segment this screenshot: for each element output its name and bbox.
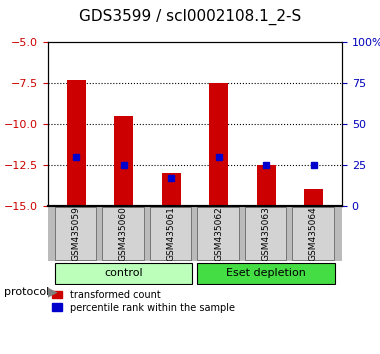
Bar <box>256 165 276 206</box>
Text: GSM435059: GSM435059 <box>71 206 81 261</box>
Text: protocol: protocol <box>4 287 49 297</box>
FancyBboxPatch shape <box>55 263 192 284</box>
Bar <box>162 173 180 206</box>
FancyBboxPatch shape <box>245 207 287 260</box>
Text: Eset depletion: Eset depletion <box>226 268 306 278</box>
FancyBboxPatch shape <box>197 207 239 260</box>
Text: GSM435063: GSM435063 <box>261 206 271 261</box>
Bar <box>209 83 228 206</box>
Legend: transformed count, percentile rank within the sample: transformed count, percentile rank withi… <box>52 290 235 313</box>
FancyBboxPatch shape <box>150 207 192 260</box>
FancyBboxPatch shape <box>102 207 144 260</box>
FancyBboxPatch shape <box>292 207 334 260</box>
Text: GSM435064: GSM435064 <box>309 206 318 261</box>
FancyBboxPatch shape <box>197 263 335 284</box>
Text: GSM435060: GSM435060 <box>119 206 128 261</box>
Text: control: control <box>104 268 143 278</box>
Text: GSM435061: GSM435061 <box>166 206 176 261</box>
Text: GSM435062: GSM435062 <box>214 206 223 261</box>
Text: ▶: ▶ <box>48 286 57 298</box>
Bar <box>304 189 323 206</box>
Bar <box>114 116 133 206</box>
Bar <box>66 80 86 206</box>
Text: GDS3599 / scl0002108.1_2-S: GDS3599 / scl0002108.1_2-S <box>79 9 301 25</box>
FancyBboxPatch shape <box>55 207 97 260</box>
